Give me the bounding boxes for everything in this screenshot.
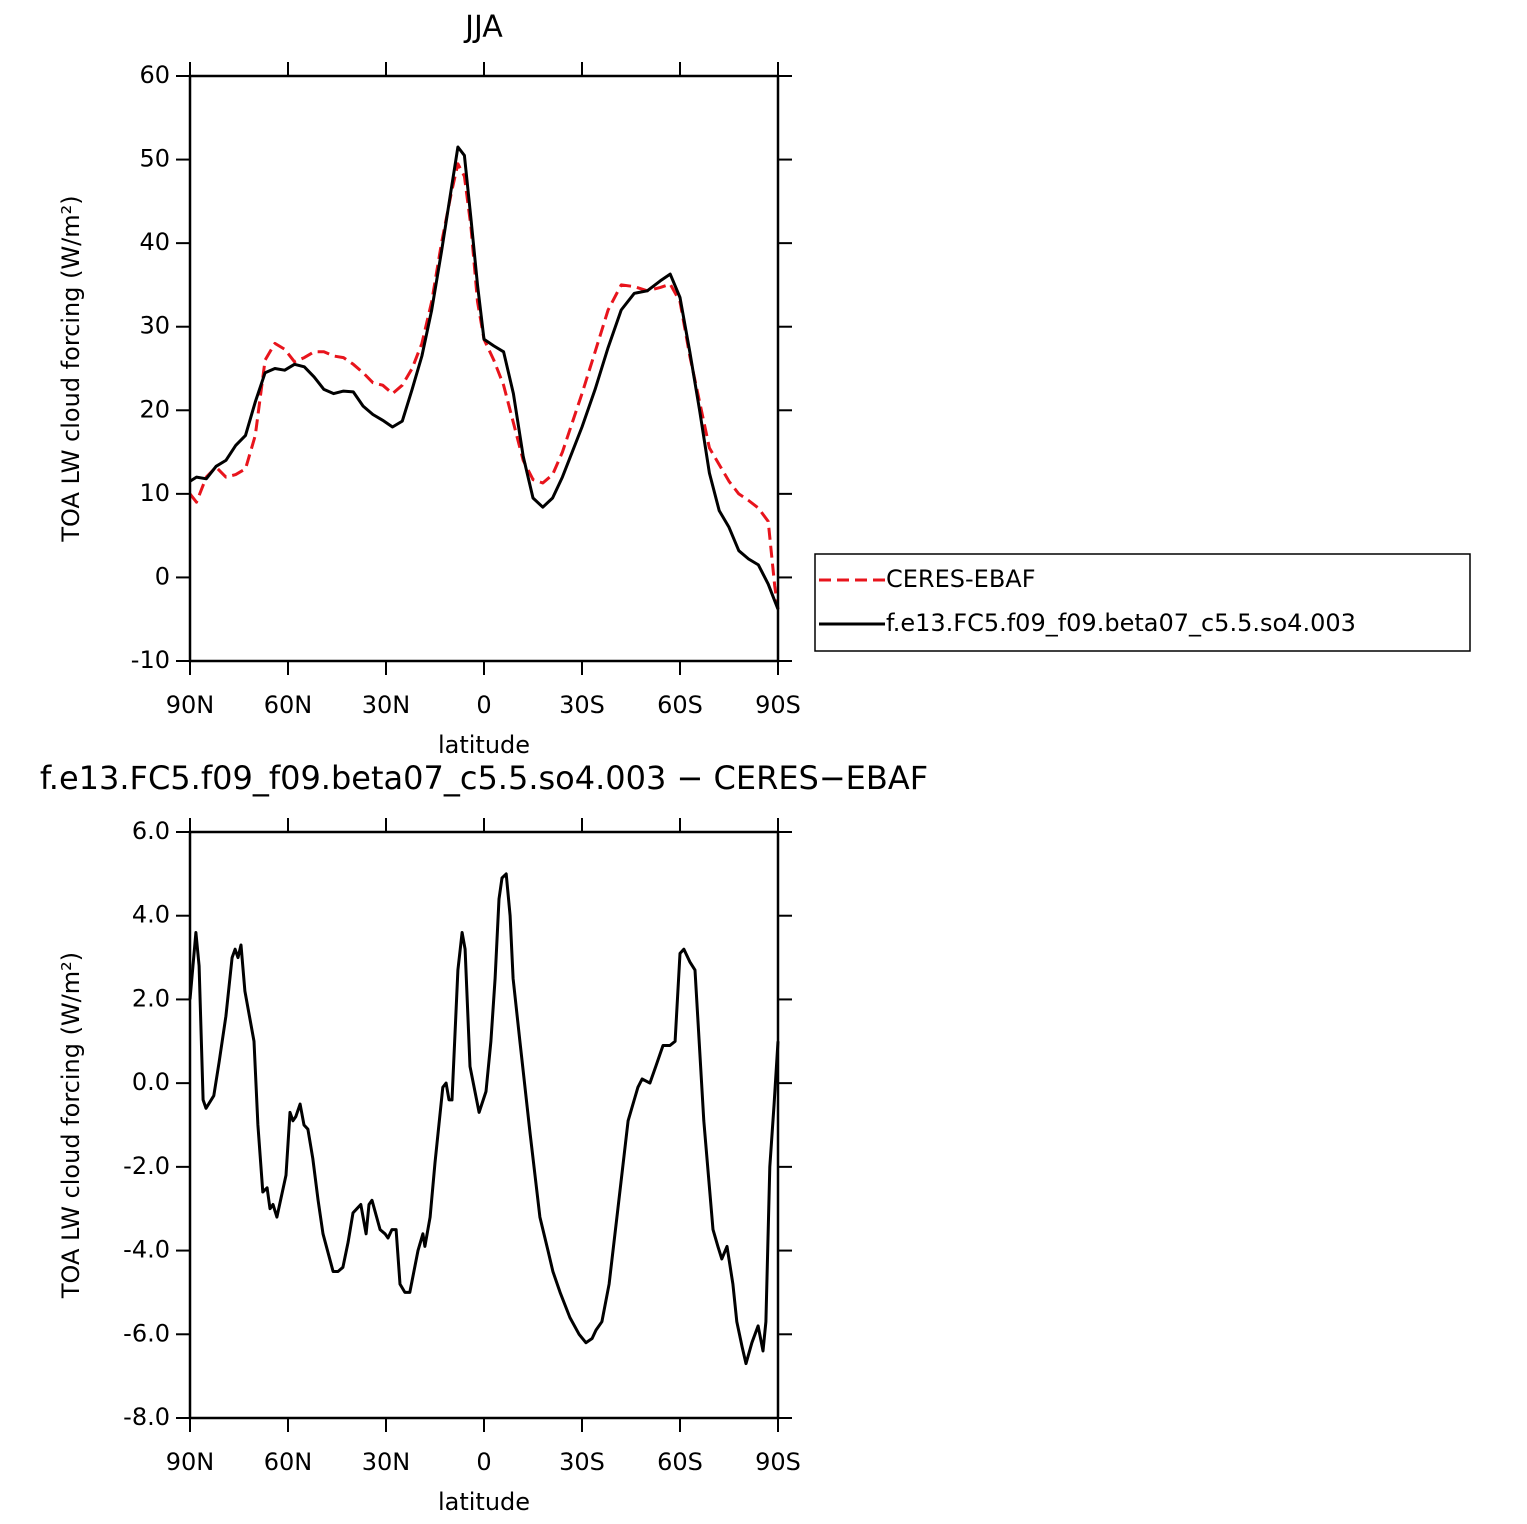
x-tick-label: 60N	[264, 691, 313, 719]
y-tick-label: 40	[139, 228, 170, 256]
panel-title: f.e13.FC5.f09_f09.beta07_c5.5.so4.003 − …	[40, 759, 928, 797]
x-tick-label: 0	[476, 1448, 491, 1476]
data-line	[189, 145, 780, 610]
legend-box	[814, 553, 1471, 652]
y-tick-label: -10	[131, 646, 170, 674]
y-tick-label: -4.0	[123, 1236, 170, 1264]
x-tick-label: 60S	[657, 691, 703, 719]
y-axis-label: TOA LW cloud forcing (W/m²)	[57, 952, 85, 1299]
x-tick-label: 30N	[362, 691, 411, 719]
y-tick-label: 60	[139, 61, 170, 89]
data-line	[188, 872, 780, 1366]
plot-frame	[188, 74, 780, 663]
x-tick-label: 30N	[362, 1448, 411, 1476]
y-tick-label: 0.0	[132, 1068, 170, 1096]
x-tick-label: 90S	[755, 1448, 801, 1476]
y-tick-label: 10	[139, 479, 170, 507]
x-tick-label: 0	[476, 691, 491, 719]
legend-label: CERES-EBAF	[886, 565, 1036, 593]
x-axis-label: latitude	[438, 1488, 530, 1516]
y-axis-label: TOA LW cloud forcing (W/m²)	[57, 195, 85, 542]
x-tick-label: 60N	[264, 1448, 313, 1476]
y-tick-label: -2.0	[123, 1152, 170, 1180]
y-tick-label: 4.0	[132, 901, 170, 929]
y-tick-label: 2.0	[132, 984, 170, 1012]
y-tick-label: -8.0	[123, 1403, 170, 1431]
y-tick-label: 0	[155, 562, 170, 590]
y-tick-label: 20	[139, 395, 170, 423]
x-tick-label: 90N	[166, 691, 215, 719]
x-tick-label: 60S	[657, 1448, 703, 1476]
y-tick-label: -6.0	[123, 1319, 170, 1347]
data-line	[188, 162, 780, 610]
x-axis-label: latitude	[438, 731, 530, 759]
x-tick-label: 90S	[755, 691, 801, 719]
x-tick-label: 30S	[559, 1448, 605, 1476]
y-tick-label: 50	[139, 145, 170, 173]
chart-title: JJA	[463, 10, 503, 45]
y-tick-label: 6.0	[132, 817, 170, 845]
y-tick-label: 30	[139, 312, 170, 340]
x-tick-label: 90N	[166, 1448, 215, 1476]
legend-label: f.e13.FC5.f09_f09.beta07_c5.5.so4.003	[886, 609, 1356, 637]
plot-frame	[188, 830, 780, 1420]
x-tick-label: 30S	[559, 691, 605, 719]
